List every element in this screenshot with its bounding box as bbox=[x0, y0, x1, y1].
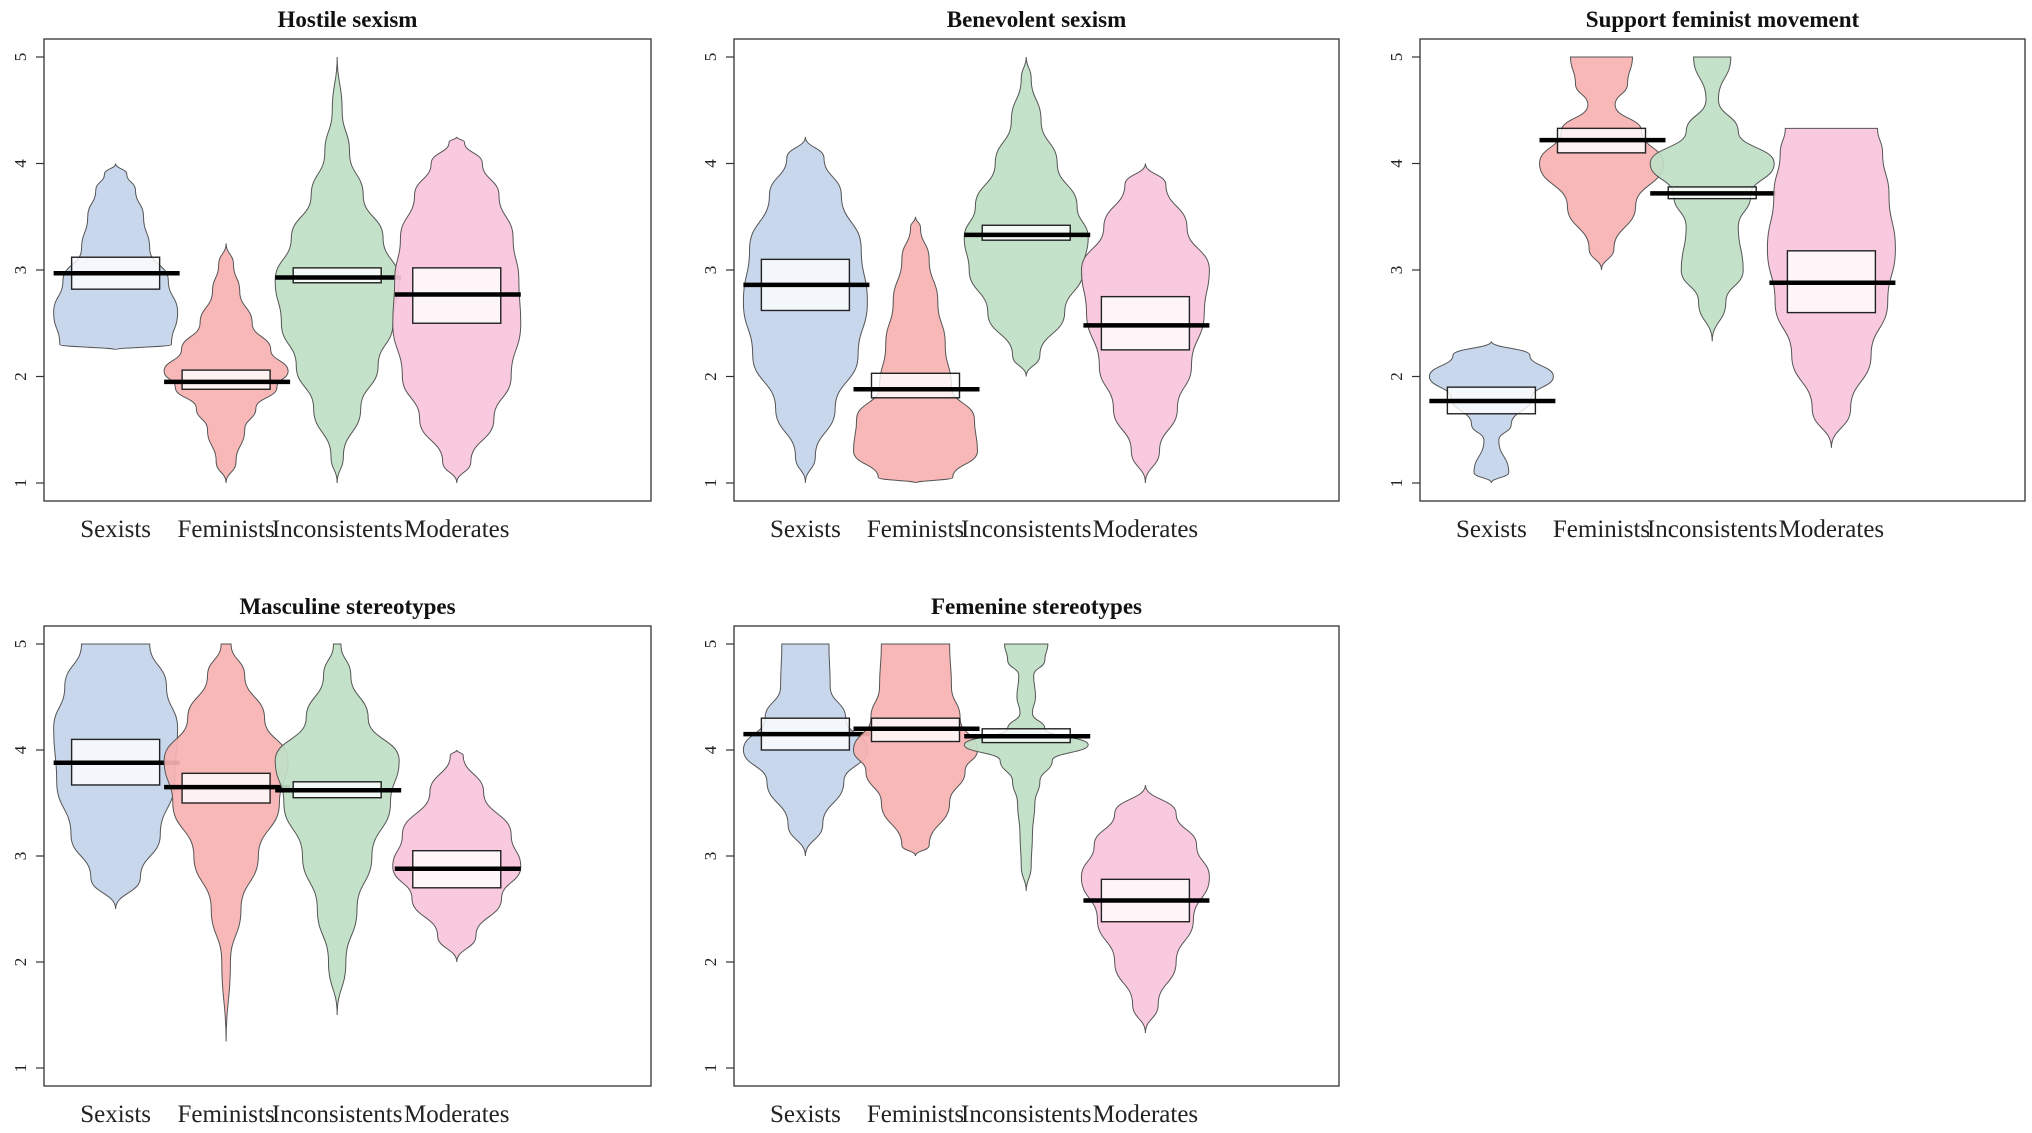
violin-feminists bbox=[1538, 56, 1665, 271]
category-label-inconsistents: Inconsistents bbox=[961, 516, 1092, 543]
violin-inconsistents bbox=[274, 643, 400, 1016]
y-tick-label: 3 bbox=[11, 852, 30, 861]
y-tick-label: 4 bbox=[1387, 159, 1406, 168]
y-tick-label: 1 bbox=[701, 1064, 720, 1073]
category-label-inconsistents: Inconsistents bbox=[272, 1101, 403, 1128]
category-label-moderates: Moderates bbox=[1779, 516, 1885, 543]
category-label-feminists: Feminists bbox=[1553, 516, 1650, 543]
panel-title: Support feminist movement bbox=[1586, 7, 1860, 32]
violin-inconsistents bbox=[963, 56, 1089, 377]
y-tick-label: 1 bbox=[11, 1064, 30, 1073]
y-tick-label: 3 bbox=[11, 266, 30, 275]
category-label-inconsistents: Inconsistents bbox=[1647, 516, 1778, 543]
y-tick-label: 5 bbox=[11, 640, 30, 649]
category-label-feminists: Feminists bbox=[177, 1101, 274, 1128]
category-label-sexists: Sexists bbox=[80, 516, 151, 543]
y-tick-label: 2 bbox=[1387, 372, 1406, 381]
panel-title: Benevolent sexism bbox=[947, 7, 1127, 32]
panel-masculine-stereotypes: Masculine stereotypes 1 2 3 4 5 Sexists Feminis… bbox=[11, 594, 652, 1128]
category-label-moderates: Moderates bbox=[1093, 1101, 1199, 1128]
y-tick-label: 2 bbox=[701, 958, 720, 967]
category-label-inconsistents: Inconsistents bbox=[272, 516, 403, 543]
category-label-inconsistents: Inconsistents bbox=[961, 1101, 1092, 1128]
panel-femenine-stereotypes: Femenine stereotypes 1 2 3 4 5 Sexists Feminist… bbox=[701, 594, 1340, 1128]
y-tick-label: 4 bbox=[11, 745, 30, 754]
y-tick-label: 3 bbox=[701, 266, 720, 275]
violin-feminists bbox=[852, 643, 979, 857]
panel-title: Masculine stereotypes bbox=[239, 594, 455, 619]
panel-hostile-sexism: Hostile sexism 1 2 3 4 5 Sexists FeministsIncon… bbox=[11, 7, 652, 543]
y-tick-label: 3 bbox=[1387, 266, 1406, 275]
category-label-sexists: Sexists bbox=[1456, 516, 1527, 543]
y-tick-label: 5 bbox=[11, 53, 30, 62]
box-feminists bbox=[870, 372, 961, 399]
violin-inconsistents bbox=[963, 643, 1089, 891]
category-label-moderates: Moderates bbox=[1093, 516, 1199, 543]
panel-title: Hostile sexism bbox=[278, 7, 418, 32]
y-tick-label: 2 bbox=[701, 372, 720, 381]
panel-benevolent-sexism: Benevolent sexism 1 2 3 4 5 Sexists FeministsIn… bbox=[701, 7, 1340, 543]
category-label-sexists: Sexists bbox=[770, 1101, 841, 1128]
category-label-moderates: Moderates bbox=[404, 1101, 510, 1128]
category-label-feminists: Feminists bbox=[177, 516, 274, 543]
category-label-sexists: Sexists bbox=[80, 1101, 151, 1128]
y-tick-label: 5 bbox=[701, 640, 720, 649]
y-tick-label: 5 bbox=[1387, 53, 1406, 62]
y-tick-label: 1 bbox=[11, 479, 30, 488]
violin-feminists bbox=[163, 643, 289, 1042]
violin-feminists bbox=[163, 242, 289, 484]
category-label-feminists: Feminists bbox=[867, 516, 964, 543]
y-tick-label: 4 bbox=[701, 159, 720, 168]
y-tick-label: 2 bbox=[11, 958, 30, 967]
y-tick-label: 4 bbox=[701, 745, 720, 754]
y-tick-label: 1 bbox=[701, 479, 720, 488]
category-label-feminists: Feminists bbox=[867, 1101, 964, 1128]
panel-support-feminist-movement: Support feminist movement 1 2 3 4 5 Sexists Fem… bbox=[1387, 7, 2026, 543]
panel-title: Femenine stereotypes bbox=[931, 594, 1142, 619]
category-label-sexists: Sexists bbox=[770, 516, 841, 543]
y-tick-label: 1 bbox=[1387, 479, 1406, 488]
violin-feminists bbox=[852, 216, 979, 484]
y-tick-label: 3 bbox=[701, 852, 720, 861]
category-label-moderates: Moderates bbox=[404, 516, 510, 543]
y-tick-label: 4 bbox=[11, 159, 30, 168]
y-tick-label: 2 bbox=[11, 372, 30, 381]
y-tick-label: 5 bbox=[701, 53, 720, 62]
